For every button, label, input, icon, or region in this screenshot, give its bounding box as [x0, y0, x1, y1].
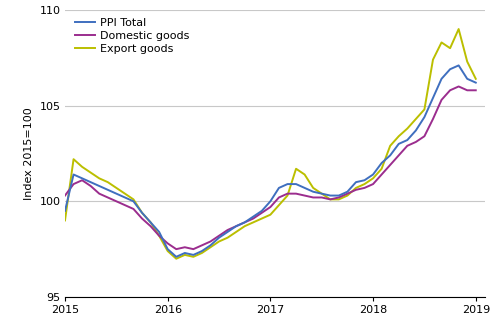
Legend: PPI Total, Domestic goods, Export goods: PPI Total, Domestic goods, Export goods: [75, 18, 190, 54]
Y-axis label: Index 2015=100: Index 2015=100: [24, 107, 34, 200]
